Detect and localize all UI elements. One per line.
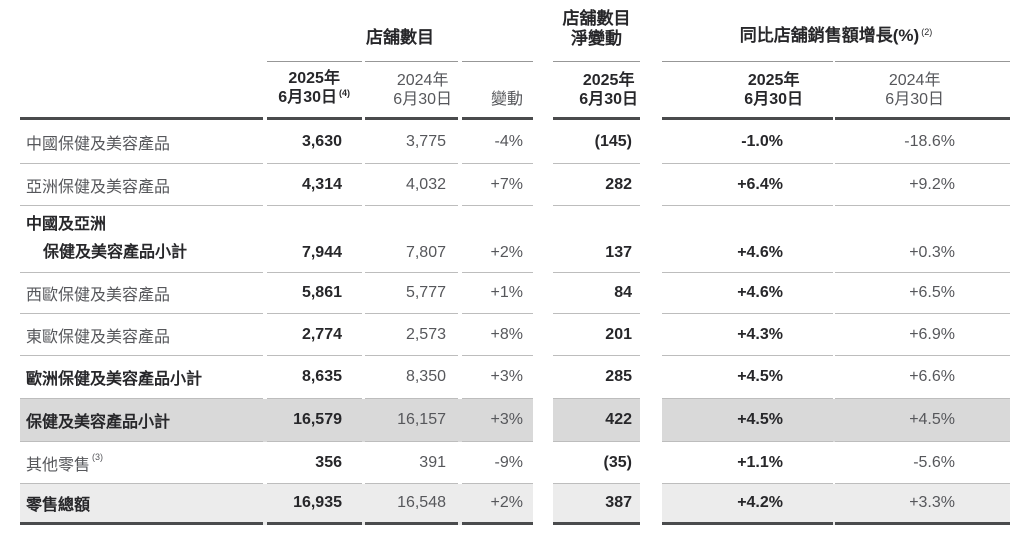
row-label: 其他零售 (3) <box>20 442 263 484</box>
column-group-gap <box>640 8 662 62</box>
growth-2025-value: -1.0% <box>662 120 833 164</box>
row-label: 西歐保健及美容產品 <box>20 273 263 314</box>
growth-2025-column-header: 2025年 6月30日 <box>662 62 833 120</box>
group-header-row: 店舖數目 店舖數目 淨變動 同比店舖銷售額增長(%) (2) <box>20 8 1010 62</box>
growth-2024-value: -18.6% <box>835 120 1010 164</box>
growth-2025-value: +4.6% <box>662 206 833 273</box>
label-column-header-empty <box>20 62 263 120</box>
stores-2024-value: 3,775 <box>365 120 458 164</box>
growth-2024-value: +6.5% <box>835 273 1010 314</box>
stores-change-value: +8% <box>462 314 533 356</box>
growth-2025-value: +6.4% <box>662 164 833 206</box>
stores-2024-value: 5,777 <box>365 273 458 314</box>
stores-2025-value: 16,935 <box>267 484 362 525</box>
stores-2025-value: 8,635 <box>267 356 362 399</box>
growth-2025-value: +4.5% <box>662 399 833 442</box>
column-group-gap <box>533 62 553 120</box>
table-row: 歐洲保健及美容產品小計 8,635 8,350 +3% 285 +4.5% +6… <box>20 356 1010 399</box>
stores-change-value: +3% <box>462 356 533 399</box>
table-row: 其他零售 (3) 356 391 -9% (35) +1.1% -5.6% <box>20 442 1010 484</box>
net-change-2025-column-header: 2025年 6月30日 <box>553 62 640 120</box>
table-row: 西歐保健及美容產品 5,861 5,777 +1% 84 +4.6% +6.5% <box>20 273 1010 314</box>
footnote-marker: (4) <box>339 88 350 98</box>
stores-2024-value: 8,350 <box>365 356 458 399</box>
sales-growth-group-header: 同比店舖銷售額增長(%) (2) <box>739 26 933 45</box>
growth-2025-value: +4.6% <box>662 273 833 314</box>
growth-2024-value: +9.2% <box>835 164 1010 206</box>
row-label: 東歐保健及美容產品 <box>20 314 263 356</box>
net-change-value: 201 <box>553 314 640 356</box>
table-row: 亞洲保健及美容產品 4,314 4,032 +7% 282 +6.4% +9.2… <box>20 164 1010 206</box>
stores-change-value: +2% <box>462 206 533 273</box>
label-column-header-empty <box>20 8 263 62</box>
column-header-row: 2025年 6月30日 (4) 2024年 6月30日 變動 2025年 6月30日 2… <box>20 62 1010 120</box>
footnote-marker: (2) <box>921 27 933 37</box>
stores-group-header: 店舖數目 <box>366 28 434 47</box>
stores-change-column-header: 變動 <box>462 62 533 120</box>
stores-2025-value: 16,579 <box>267 399 362 442</box>
net-change-value: 137 <box>553 206 640 273</box>
stores-2024-value: 391 <box>365 442 458 484</box>
stores-2025-column-header: 2025年 6月30日 (4) <box>267 62 362 120</box>
row-label: 零售總額 <box>20 484 263 525</box>
stores-change-value: -9% <box>462 442 533 484</box>
row-label: 歐洲保健及美容產品小計 <box>20 356 263 399</box>
net-change-value: 282 <box>553 164 640 206</box>
growth-2024-column-header: 2024年 6月30日 <box>835 62 1010 120</box>
stores-2025-value: 5,861 <box>267 273 362 314</box>
growth-2024-value: +3.3% <box>835 484 1010 525</box>
stores-change-value: +3% <box>462 399 533 442</box>
growth-2025-value: +4.5% <box>662 356 833 399</box>
stores-change-value: +1% <box>462 273 533 314</box>
stores-2025-value: 3,630 <box>267 120 362 164</box>
column-group-gap <box>533 8 553 62</box>
net-change-group-header: 店舖數目 淨變動 <box>562 9 631 48</box>
growth-2024-value: +6.6% <box>835 356 1010 399</box>
column-group-gap <box>640 62 662 120</box>
stores-2025-value: 356 <box>267 442 362 484</box>
growth-2025-value: +4.2% <box>662 484 833 525</box>
stores-2024-value: 16,157 <box>365 399 458 442</box>
growth-2024-value: +0.3% <box>835 206 1010 273</box>
growth-2024-value: +6.9% <box>835 314 1010 356</box>
net-change-value: 84 <box>553 273 640 314</box>
table-row: 東歐保健及美容產品 2,774 2,573 +8% 201 +4.3% +6.9… <box>20 314 1010 356</box>
stores-2025-value: 7,944 <box>267 206 362 273</box>
table-row-total: 零售總額 16,935 16,548 +2% 387 +4.2% +3.3% <box>20 484 1010 525</box>
stores-2025-value: 4,314 <box>267 164 362 206</box>
row-label: 中國及亞洲 保健及美容產品小計 <box>20 206 263 273</box>
stores-change-value: +2% <box>462 484 533 525</box>
footnote-marker: (3) <box>92 451 104 462</box>
net-change-value: (35) <box>553 442 640 484</box>
growth-2025-value: +1.1% <box>662 442 833 484</box>
store-statistics-table: 店舖數目 店舖數目 淨變動 同比店舖銷售額增長(%) (2) 2025年 6月30日… <box>20 8 1010 525</box>
table-row: 中國及亞洲 保健及美容產品小計 7,944 7,807 +2% 137 +4.6%… <box>20 206 1010 273</box>
net-change-value: 422 <box>553 399 640 442</box>
stores-2024-value: 16,548 <box>365 484 458 525</box>
row-label: 亞洲保健及美容產品 <box>20 164 263 206</box>
net-change-value: 285 <box>553 356 640 399</box>
stores-2024-column-header: 2024年 6月30日 <box>365 62 458 120</box>
growth-2025-value: +4.3% <box>662 314 833 356</box>
growth-2024-value: -5.6% <box>835 442 1010 484</box>
stores-2024-value: 2,573 <box>365 314 458 356</box>
net-change-value: 387 <box>553 484 640 525</box>
stores-change-value: -4% <box>462 120 533 164</box>
stores-2024-value: 4,032 <box>365 164 458 206</box>
stores-2025-value: 2,774 <box>267 314 362 356</box>
net-change-value: (145) <box>553 120 640 164</box>
table-row: 中國保健及美容產品 3,630 3,775 -4% (145) -1.0% -1… <box>20 120 1010 164</box>
growth-2024-value: +4.5% <box>835 399 1010 442</box>
row-label: 保健及美容產品小計 <box>20 399 263 442</box>
stores-2024-value: 7,807 <box>365 206 458 273</box>
stores-change-value: +7% <box>462 164 533 206</box>
table-row-highlight-subtotal: 保健及美容產品小計 16,579 16,157 +3% 422 +4.5% +4… <box>20 399 1010 442</box>
row-label: 中國保健及美容產品 <box>20 120 263 164</box>
